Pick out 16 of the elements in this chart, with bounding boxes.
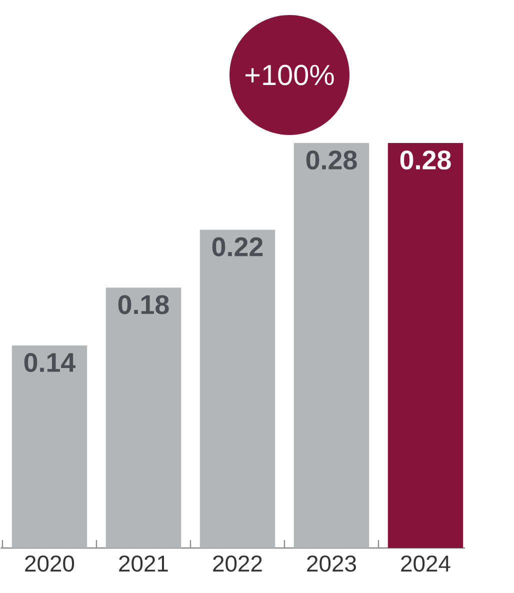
x-tick-label: 2020 (24, 556, 74, 572)
data-label: 0.14 (24, 353, 76, 372)
x-tick-label: 2022 (212, 556, 262, 572)
bar (12, 345, 87, 548)
bar (388, 142, 463, 548)
data-label: 0.22 (212, 237, 262, 256)
x-tick-label: 2023 (306, 556, 356, 572)
data-label: 0.28 (400, 150, 451, 170)
bar (106, 288, 181, 548)
bar (200, 230, 275, 548)
data-label: 0.28 (306, 150, 357, 170)
text: +100% (245, 64, 334, 86)
bar (294, 142, 369, 548)
data-label: 0.18 (118, 295, 169, 314)
x-tick-label: 2021 (118, 556, 168, 572)
x-tick-label: 2024 (400, 556, 450, 572)
